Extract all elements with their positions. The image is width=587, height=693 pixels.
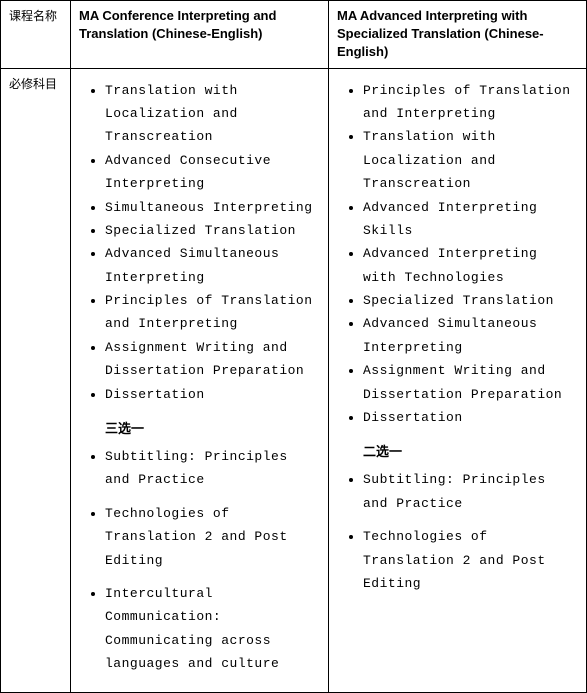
course-comparison-table: 课程名称 MA Conference Interpreting and Tran… xyxy=(0,0,587,693)
list-item: Technologies of Translation 2 and Post E… xyxy=(105,502,320,572)
list-item: Translation with Localization and Transc… xyxy=(363,125,578,195)
list-item: Translation with Localization and Transc… xyxy=(105,79,320,149)
list-item: Specialized Translation xyxy=(363,289,578,312)
list-item: Technologies of Translation 2 and Post E… xyxy=(363,525,578,595)
header-row-label: 课程名称 xyxy=(1,1,71,69)
list-item: Advanced Simultaneous Interpreting xyxy=(105,242,320,289)
table-row: 必修科目 Translation with Localization and T… xyxy=(1,68,587,692)
list-item: Intercultural Communication: Communicati… xyxy=(105,582,320,676)
program2-compulsory-list: Principles of Translation and Interpreti… xyxy=(337,79,578,430)
row-label-compulsory: 必修科目 xyxy=(1,68,71,692)
list-item: Subtitling: Principles and Practice xyxy=(105,445,320,492)
list-item: Advanced Consecutive Interpreting xyxy=(105,149,320,196)
list-item: Principles of Translation and Interpreti… xyxy=(363,79,578,126)
program1-optional-list: Subtitling: Principles and Practice Tech… xyxy=(79,445,320,676)
program1-cell: Translation with Localization and Transc… xyxy=(71,68,329,692)
list-item: Assignment Writing and Dissertation Prep… xyxy=(363,359,578,406)
program1-compulsory-list: Translation with Localization and Transc… xyxy=(79,79,320,406)
header-program2: MA Advanced Interpreting with Specialize… xyxy=(329,1,587,69)
list-item: Advanced Interpreting Skills xyxy=(363,196,578,243)
program2-optional-list: Subtitling: Principles and Practice Tech… xyxy=(337,468,578,595)
header-program1: MA Conference Interpreting and Translati… xyxy=(71,1,329,69)
list-item: Dissertation xyxy=(105,383,320,406)
table-header-row: 课程名称 MA Conference Interpreting and Tran… xyxy=(1,1,587,69)
program1-choose-label: 三选一 xyxy=(105,418,320,437)
program2-cell: Principles of Translation and Interpreti… xyxy=(329,68,587,692)
program2-choose-label: 二选一 xyxy=(363,441,578,460)
list-item: Subtitling: Principles and Practice xyxy=(363,468,578,515)
list-item: Dissertation xyxy=(363,406,578,429)
list-item: Assignment Writing and Dissertation Prep… xyxy=(105,336,320,383)
list-item: Specialized Translation xyxy=(105,219,320,242)
list-item: Advanced Interpreting with Technologies xyxy=(363,242,578,289)
list-item: Principles of Translation and Interpreti… xyxy=(105,289,320,336)
list-item: Advanced Simultaneous Interpreting xyxy=(363,312,578,359)
list-item: Simultaneous Interpreting xyxy=(105,196,320,219)
